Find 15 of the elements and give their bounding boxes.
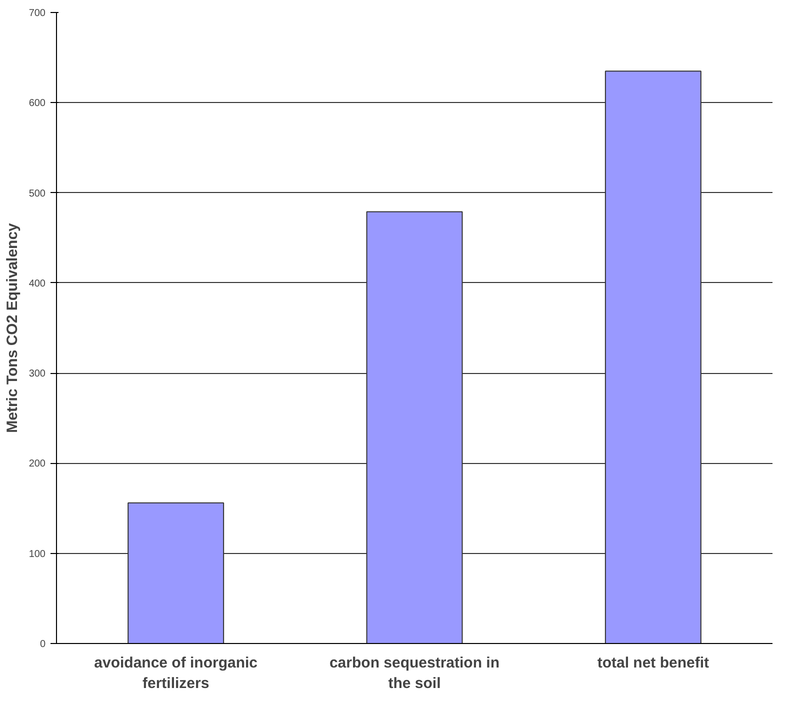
y-tick-label: 500 — [28, 188, 46, 200]
bar — [366, 211, 463, 644]
y-tick-label: 700 — [28, 8, 46, 19]
y-tick-label: 200 — [28, 458, 46, 470]
bar — [128, 502, 224, 644]
y-axis-title: Metric Tons CO2 Equivalency — [4, 222, 21, 433]
y-tick-label: 0 — [40, 639, 46, 650]
y-tick-label: 600 — [28, 98, 46, 110]
y-tick-label: 400 — [28, 278, 46, 290]
x-tick-label: avoidance of inorganic fertilizers — [94, 654, 258, 692]
x-tick-label: carbon sequestration in the soil — [329, 654, 500, 692]
y-tick-label: 100 — [28, 548, 46, 560]
x-tick-label: total net benefit — [597, 654, 710, 672]
y-tick-label: 300 — [28, 368, 46, 380]
bar — [604, 70, 702, 644]
